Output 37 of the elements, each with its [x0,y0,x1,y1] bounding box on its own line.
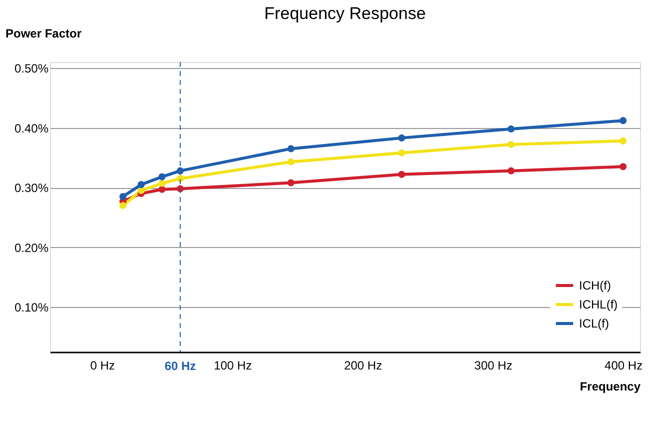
x-tick-label: 200 Hz [344,358,382,372]
legend-label: ICH(f) [579,278,611,292]
point [176,175,184,182]
legend-label: ICHL(f) [579,298,618,312]
y-axis-title: Power Factor [6,26,82,40]
point [119,193,126,200]
point [287,145,294,152]
x-tick-label: 100 Hz [214,358,252,372]
point [138,187,145,194]
point [620,163,627,170]
y-tick-label: 0.20% [14,240,49,255]
legend-label: ICL(f) [579,316,610,330]
x-tick-label: 300 Hz [474,358,512,372]
point [508,167,515,174]
point [398,149,406,156]
point [508,125,515,132]
point [508,140,515,148]
x-tick-label: 0 Hz [90,358,115,372]
point [138,181,145,188]
chart-title: Frequency Response [264,4,426,23]
point [158,173,166,180]
x-tick-label: 400 Hz [604,358,643,372]
y-tick-label: 0.10% [14,300,49,315]
y-tick-label: 0.30% [14,181,49,196]
ref-line-label: 60 Hz [164,359,196,373]
point [158,186,166,193]
y-tick-label: 0.40% [14,121,49,136]
point [398,134,406,142]
point [287,179,294,186]
point [287,158,294,166]
x-axis-title: Frequency [580,380,641,394]
point [158,180,166,187]
point [620,117,627,124]
point [398,170,406,178]
point [119,202,126,210]
y-tick-label: 0.50% [14,61,49,76]
point [620,137,627,144]
